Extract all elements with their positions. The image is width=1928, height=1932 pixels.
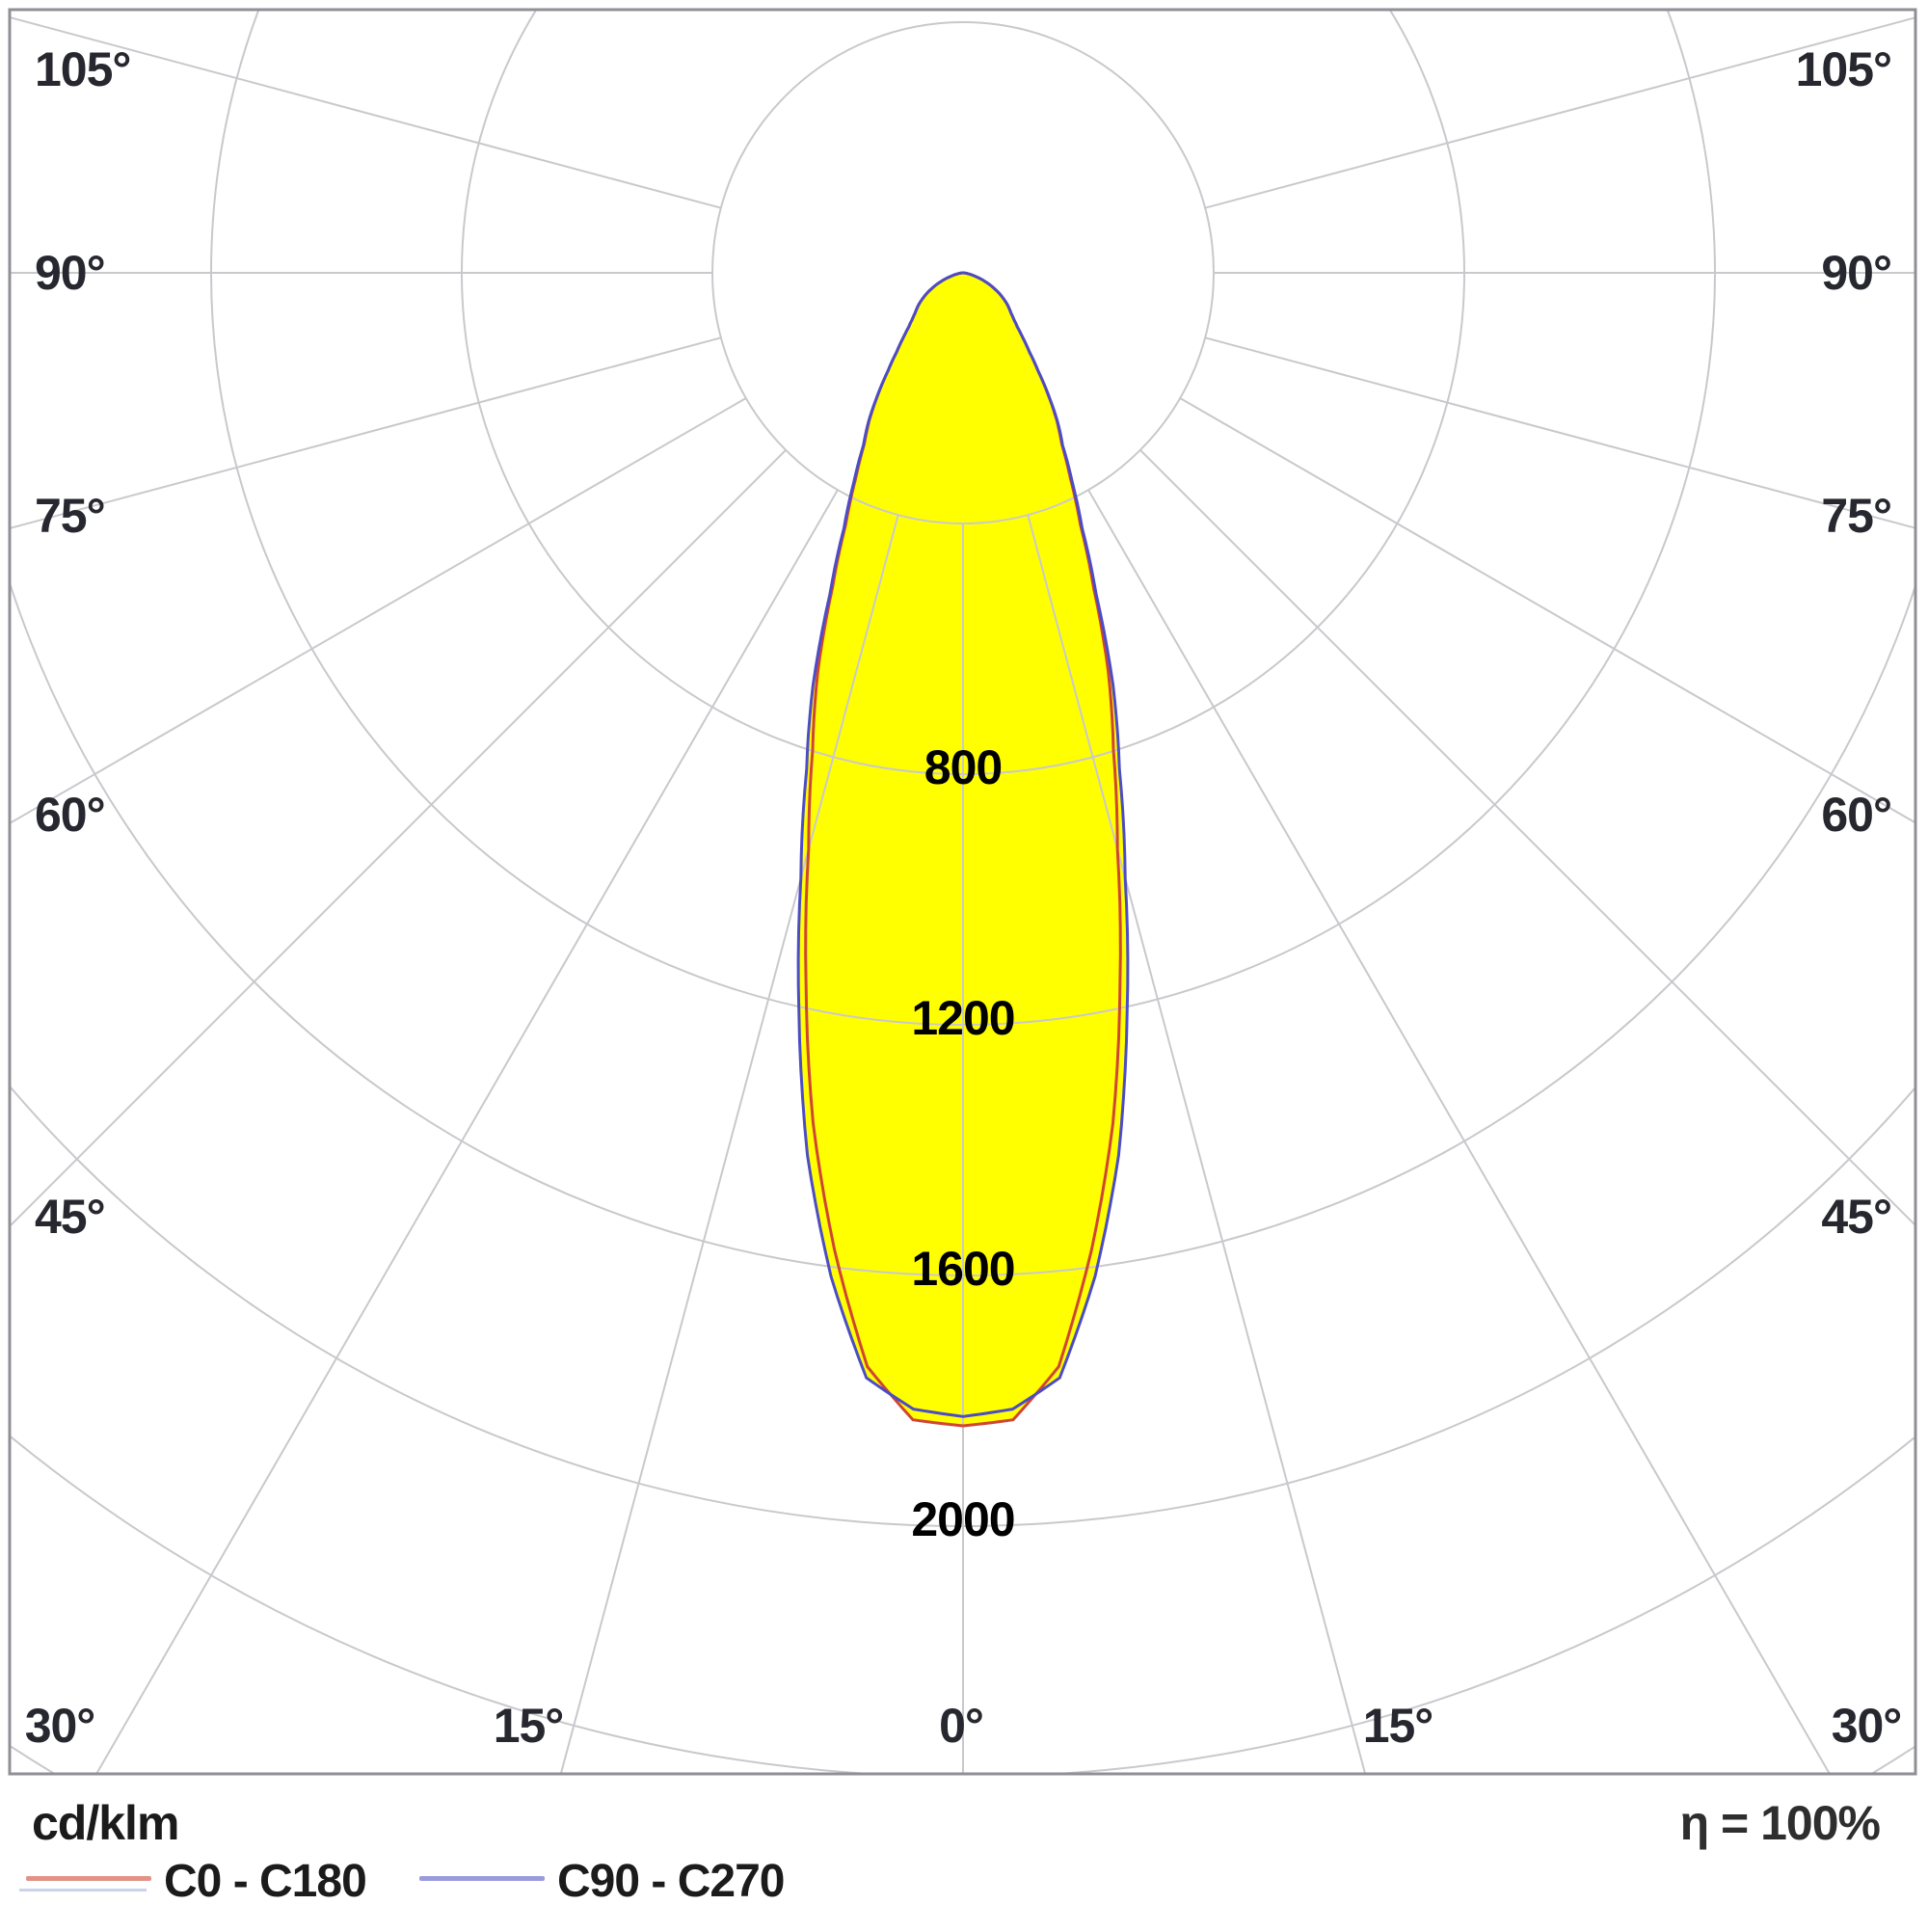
legend-item-c90-c270: C90 - C270 [419, 1855, 824, 1913]
radial-gridline [10, 449, 787, 1228]
radial-gridline [10, 397, 747, 825]
radial-gridline [94, 489, 839, 1774]
angle-tick-label: 45° [1821, 1190, 1891, 1244]
radial-gridline [10, 336, 722, 530]
radial-gridline [1179, 397, 1915, 824]
radial-gridline [1139, 449, 1915, 1227]
radial-gridline [1204, 336, 1915, 529]
angle-tick-label: 105° [35, 42, 130, 96]
angle-tick-label: 30° [1832, 1699, 1902, 1753]
angle-tick-label: 45° [35, 1190, 105, 1244]
angle-tick-label: 30° [25, 1699, 95, 1753]
radial-gridline [10, 15, 722, 209]
ring-value-label: 1200 [911, 991, 1014, 1045]
c90-c270-line-swatch [419, 1876, 545, 1881]
unit-label: cd/klm [32, 1796, 179, 1850]
legend-label-c0-c180: C0 - C180 [164, 1856, 367, 1907]
efficiency-label: η = 100% [1679, 1796, 1881, 1850]
angle-tick-label: 75° [1821, 489, 1891, 543]
c0-c180-line-swatch [26, 1876, 151, 1881]
angle-tick-label: 105° [1796, 42, 1891, 96]
ring-value-label: 1600 [911, 1242, 1014, 1296]
angle-tick-label: 15° [494, 1699, 564, 1753]
plot-frame [8, 8, 1917, 1776]
angle-tick-label: 60° [35, 788, 105, 842]
legend-label-c90-c270: C90 - C270 [557, 1856, 785, 1907]
legend-underline-mark [19, 1889, 147, 1892]
angle-tick-label: 90° [1821, 246, 1891, 300]
legend-item-c0-c180: C0 - C180 [26, 1855, 412, 1913]
angle-tick-label: 75° [35, 489, 105, 543]
angle-tick-label: 60° [1821, 788, 1891, 842]
angle-tick-label: 90° [35, 246, 105, 300]
ring-value-label: 800 [924, 740, 1002, 794]
angle-tick-label: 15° [1363, 1699, 1433, 1753]
radial-gridline [1204, 16, 1915, 209]
radial-gridline [1087, 489, 1832, 1774]
curve-c90-c270 [796, 271, 1130, 1418]
ring-value-label: 2000 [911, 1492, 1014, 1546]
angle-tick-label: 0° [939, 1699, 983, 1753]
